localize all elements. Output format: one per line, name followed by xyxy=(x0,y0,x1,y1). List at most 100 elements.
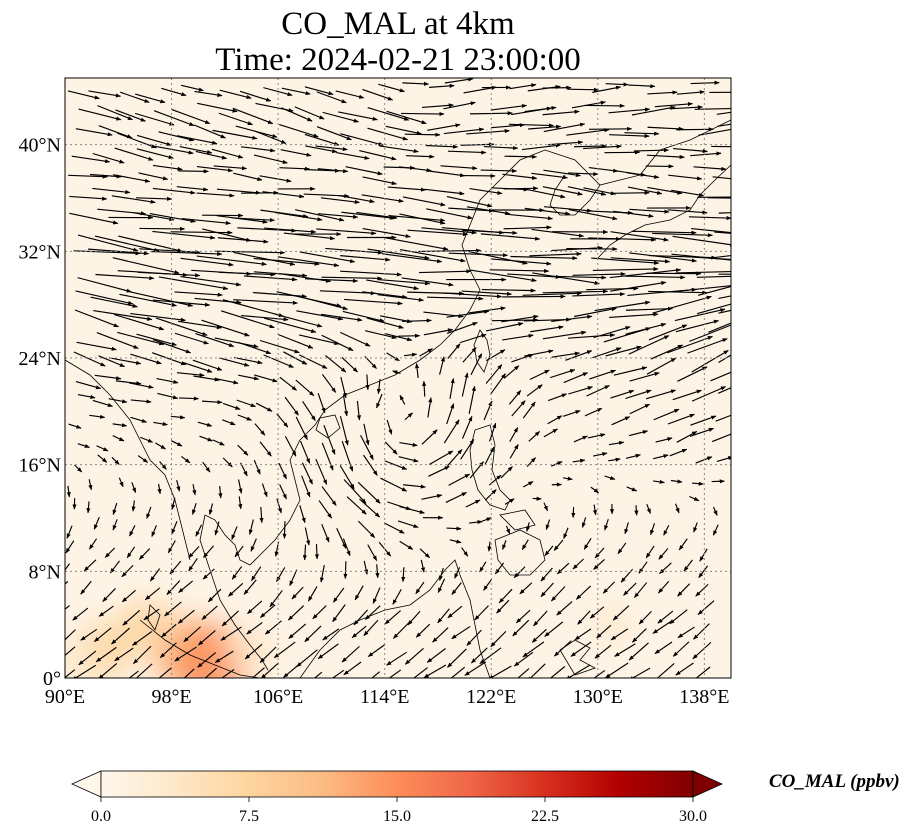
y-tick-label: 40°N xyxy=(19,135,61,157)
wind-arrow xyxy=(137,455,149,463)
wind-arrow xyxy=(88,538,98,550)
wind-arrow xyxy=(372,587,381,604)
wind-arrow xyxy=(336,151,370,160)
coastline-mainland-china xyxy=(314,119,731,426)
wind-arrow xyxy=(695,456,713,464)
wind-arrow xyxy=(362,88,394,101)
wind-arrow xyxy=(151,352,187,366)
wind-arrow xyxy=(122,609,141,626)
wind-arrow xyxy=(604,519,609,531)
wind-arrow xyxy=(610,281,667,292)
wind-arrow xyxy=(181,218,231,225)
wind-arrow xyxy=(382,253,443,264)
wind-arrow xyxy=(629,403,651,415)
wind-arrow xyxy=(222,402,241,410)
wind-arrow xyxy=(253,257,320,266)
wind-arrow xyxy=(176,372,205,378)
wind-arrow xyxy=(675,503,680,514)
wind-arrow xyxy=(583,538,592,550)
wind-arrow xyxy=(468,385,476,414)
wind-arrow xyxy=(385,333,413,342)
wind-arrow xyxy=(602,581,615,594)
wind-arrow xyxy=(351,625,367,639)
wind-arrow xyxy=(652,662,675,678)
wind-arrow xyxy=(204,667,217,678)
wind-arrow xyxy=(65,629,76,641)
wind-arrow xyxy=(178,580,194,593)
wind-arrow xyxy=(712,524,719,536)
wind-arrow xyxy=(469,269,537,283)
wind-arrow xyxy=(356,400,362,421)
wind-arrow xyxy=(380,477,408,492)
wind-arrow xyxy=(483,145,519,151)
wind-arrow xyxy=(503,186,539,191)
wind-arrow xyxy=(88,248,150,256)
wind-arrow xyxy=(66,525,73,539)
wind-arrow xyxy=(652,232,713,238)
wind-arrow xyxy=(696,303,731,315)
wind-arrow xyxy=(275,212,323,222)
wind-arrow xyxy=(427,397,433,418)
wind-arrow xyxy=(386,419,393,435)
wind-arrow xyxy=(279,123,319,138)
wind-arrow xyxy=(526,457,536,468)
wind-arrow xyxy=(613,366,648,376)
wind-arrow xyxy=(655,437,673,443)
wind-arrow xyxy=(565,350,593,361)
wind-arrow xyxy=(444,78,474,84)
wind-arrow xyxy=(299,251,356,264)
wind-arrow xyxy=(480,233,541,241)
wind-arrow xyxy=(717,387,731,394)
colorbar: 0.0 7.5 15.0 22.5 30.0 CO_MAL (ppbv) xyxy=(71,770,900,825)
wind-arrow xyxy=(158,667,172,678)
wind-arrow xyxy=(447,343,461,359)
wind-arrow xyxy=(170,230,233,235)
wind-arrow xyxy=(320,197,360,204)
wind-arrow xyxy=(429,83,455,88)
wind-arrow xyxy=(176,135,218,145)
gridlines xyxy=(65,78,731,678)
wind-arrow xyxy=(605,345,642,357)
wind-arrow xyxy=(562,476,573,481)
wind-arrow xyxy=(645,545,655,559)
wind-arrow xyxy=(490,103,528,111)
wind-arrow xyxy=(321,486,337,506)
wind-arrow xyxy=(544,621,564,637)
wind-arrow xyxy=(243,275,298,282)
wind-arrow xyxy=(716,456,731,462)
wind-arrow xyxy=(628,430,649,437)
wind-arrow xyxy=(181,361,213,373)
wind-arrow xyxy=(365,605,381,620)
wind-arrow xyxy=(509,443,519,459)
wind-arrow xyxy=(668,174,703,181)
wind-arrow xyxy=(339,465,355,490)
wind-arrow xyxy=(188,558,198,572)
wind-arrow xyxy=(117,331,165,346)
wind-arrow xyxy=(543,502,549,512)
wind-arrow xyxy=(176,480,181,492)
wind-arrow xyxy=(573,307,617,318)
wind-arrow xyxy=(367,248,430,260)
wind-arrow xyxy=(354,585,364,601)
wind-arrow xyxy=(608,107,651,114)
wind-arrow xyxy=(322,628,340,641)
wind-arrow xyxy=(376,379,381,395)
wind-arrow xyxy=(590,486,600,494)
wind-arrow xyxy=(526,384,543,397)
wind-arrow xyxy=(321,523,330,543)
wind-arrow xyxy=(540,582,554,597)
wind-arrow xyxy=(238,341,272,355)
wind-arrow xyxy=(647,90,678,95)
wind-arrow xyxy=(440,165,478,171)
x-tick-label: 138°E xyxy=(679,686,729,708)
wind-arrow xyxy=(513,651,534,667)
wind-arrow xyxy=(323,424,336,455)
wind-arrow xyxy=(489,268,550,274)
wind-arrow xyxy=(171,521,178,535)
wind-arrow xyxy=(340,255,391,262)
wind-arrow xyxy=(377,294,424,302)
wind-arrow xyxy=(544,545,554,557)
wind-arrow xyxy=(171,497,176,510)
wind-arrow xyxy=(287,605,305,621)
wind-arrow xyxy=(248,519,254,535)
